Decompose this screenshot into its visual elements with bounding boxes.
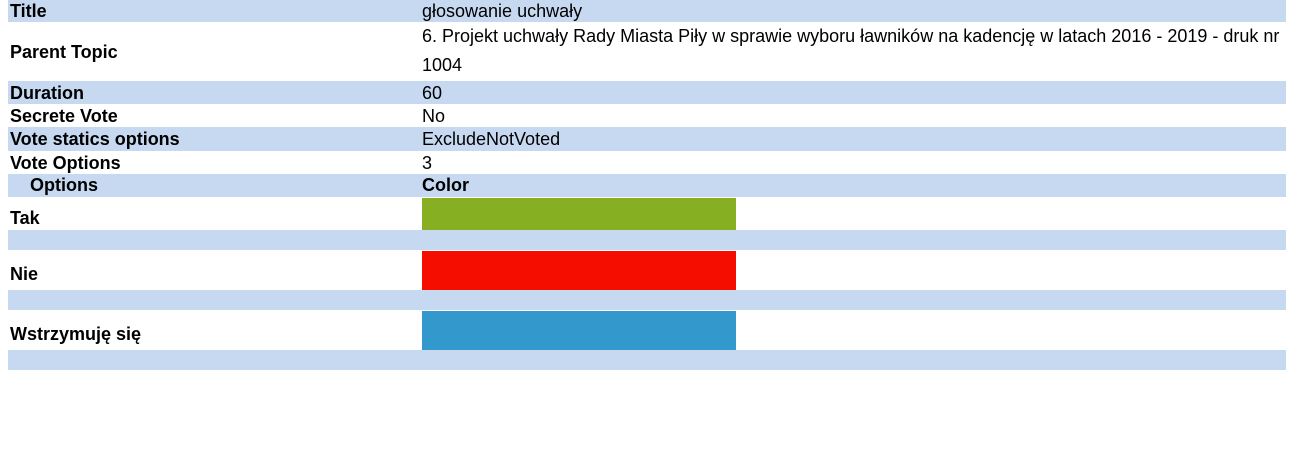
field-label: Vote Options bbox=[10, 152, 121, 173]
color-swatch bbox=[422, 311, 736, 350]
field-value: 60 bbox=[422, 82, 443, 103]
field-value: 6. Projekt uchwały Rady Miasta Piły w sp… bbox=[422, 26, 1280, 75]
option-row: Nie bbox=[8, 250, 1286, 290]
field-value: głosowanie uchwały bbox=[422, 1, 583, 21]
field-value: 3 bbox=[422, 152, 433, 173]
option-name: Nie bbox=[10, 264, 39, 284]
field-row: Secrete Vote No bbox=[8, 104, 1286, 127]
option-row: Tak bbox=[8, 197, 1286, 230]
separator-row bbox=[8, 350, 1286, 370]
field-value: No bbox=[422, 105, 446, 126]
option-name: Wstrzymuję się bbox=[10, 324, 142, 344]
separator-row bbox=[8, 230, 1286, 250]
header-cell: Color bbox=[422, 175, 469, 195]
field-label: Vote statics options bbox=[10, 129, 180, 149]
color-swatch bbox=[422, 251, 736, 290]
field-row: Duration 60 bbox=[8, 81, 1286, 104]
header-cell: Options bbox=[30, 175, 98, 195]
option-name: Tak bbox=[10, 207, 40, 228]
field-label: Duration bbox=[10, 82, 84, 103]
color-swatch bbox=[422, 198, 736, 230]
options-header: Options Color bbox=[8, 174, 1286, 197]
option-row: Wstrzymuję się bbox=[8, 310, 1286, 350]
field-label: Parent Topic bbox=[10, 41, 118, 62]
field-row: Vote Options 3 bbox=[8, 151, 1286, 174]
field-row: Parent Topic 6. Projekt uchwały Rady Mias… bbox=[8, 22, 1286, 81]
field-row: Title głosowanie uchwały bbox=[8, 0, 1286, 22]
field-label: Title bbox=[10, 1, 47, 21]
separator-row bbox=[8, 290, 1286, 310]
field-label: Secrete Vote bbox=[10, 105, 118, 126]
field-row: Vote statics options ExcludeNotVoted bbox=[8, 127, 1286, 151]
field-value: ExcludeNotVoted bbox=[422, 129, 561, 149]
